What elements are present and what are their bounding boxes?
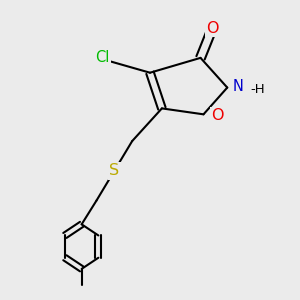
Text: O: O bbox=[206, 21, 219, 36]
Text: Cl: Cl bbox=[95, 50, 110, 65]
Text: N: N bbox=[232, 79, 243, 94]
Text: S: S bbox=[109, 163, 119, 178]
Text: O: O bbox=[212, 108, 224, 123]
Text: -H: -H bbox=[250, 82, 265, 96]
